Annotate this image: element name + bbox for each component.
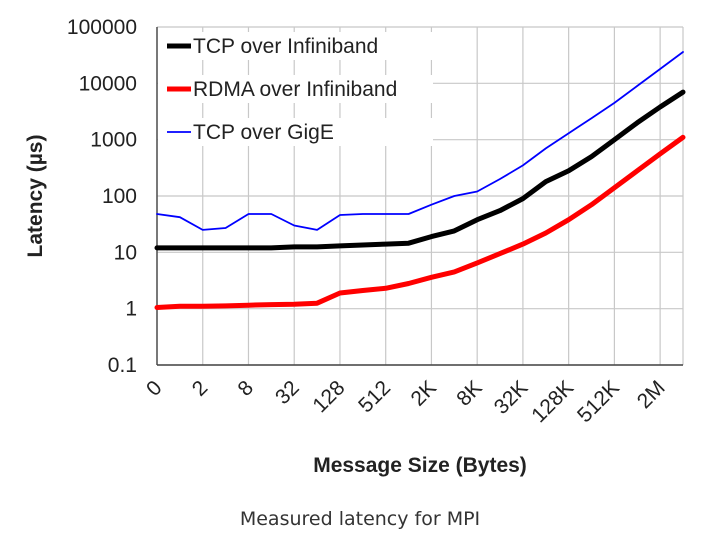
x-tick-label: 128K xyxy=(527,376,578,427)
series-line-tcp-over-gige xyxy=(156,51,684,231)
x-tick-label: 32K xyxy=(490,376,533,419)
x-tick-label: 128 xyxy=(308,376,349,417)
y-tick-label: 0.1 xyxy=(108,354,137,377)
series-lines xyxy=(154,51,686,310)
legend-label: RDMA over Infiniband xyxy=(193,78,397,101)
x-tick-label: 512 xyxy=(354,376,395,417)
y-tick-label: 100000 xyxy=(67,16,137,39)
legend-bg xyxy=(158,118,433,146)
series-line-tcp-over-infiniband xyxy=(154,89,686,251)
y-tick-label: 10000 xyxy=(79,72,137,95)
y-tick-labels: 100000 10000 1000 100 10 1 0.1 xyxy=(67,16,137,377)
x-tick-label: 32 xyxy=(271,376,304,409)
x-axis-title: Message Size (Bytes) xyxy=(313,454,527,477)
legend: TCP over Infiniband RDMA over Infiniband T… xyxy=(158,32,433,146)
y-tick-label: 100 xyxy=(102,185,137,208)
x-tick-label: 2K xyxy=(407,376,441,410)
x-tick-label: 8 xyxy=(233,376,258,401)
series-line-rdma-over-infiniband xyxy=(154,134,686,310)
figure-caption: Measured latency for MPI xyxy=(239,508,481,530)
x-tick-label: 2M xyxy=(633,376,670,413)
y-tick-label: 1000 xyxy=(90,129,137,152)
x-tick-label: 0 xyxy=(142,376,167,401)
legend-label: TCP over GigE xyxy=(193,121,334,144)
x-tick-label: 512K xyxy=(573,376,624,427)
y-axis-title: Latency (µs) xyxy=(24,135,47,258)
y-tick-label: 1 xyxy=(125,298,137,321)
y-tick-label: 10 xyxy=(114,241,137,264)
legend-bg xyxy=(158,75,433,103)
x-tick-label: 8K xyxy=(452,376,486,410)
x-tick-label: 2 xyxy=(188,376,213,401)
legend-label: TCP over Infiniband xyxy=(193,35,378,58)
latency-chart: 100000 10000 1000 100 10 1 0.1 0 2 8 32 128 512 2K 8K… xyxy=(24,16,686,477)
legend-bg xyxy=(158,32,433,60)
